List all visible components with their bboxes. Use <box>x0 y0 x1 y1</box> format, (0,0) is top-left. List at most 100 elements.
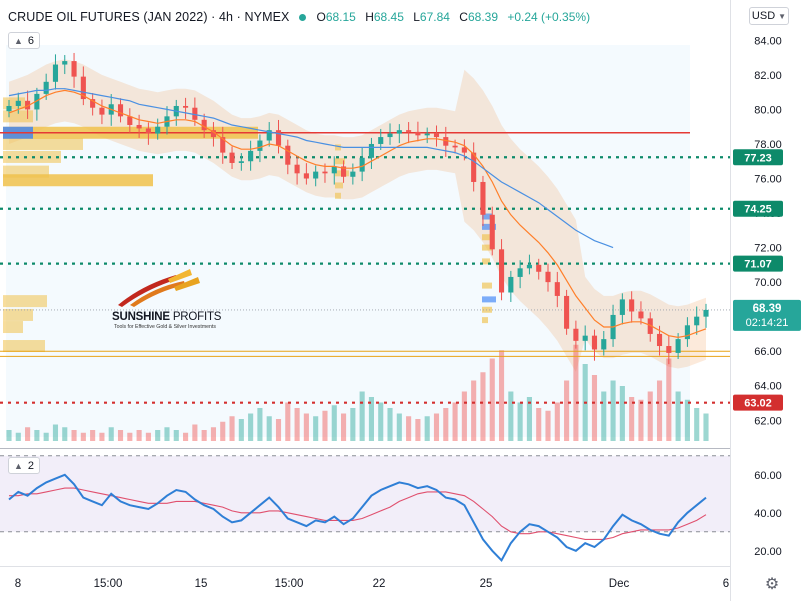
last-price-tag <box>733 299 801 331</box>
volume-bar <box>25 427 31 441</box>
market-status-dot-icon <box>299 13 307 21</box>
candle-body <box>368 143 374 158</box>
change-value: +0.24 (+0.35%) <box>507 10 591 24</box>
volume-bar <box>675 391 681 441</box>
bar-countdown-text: 02:14:21 <box>746 317 789 329</box>
level-price-text: 74.25 <box>744 204 772 216</box>
volume-bar <box>387 408 393 441</box>
volume-bar <box>508 391 514 441</box>
volume-profile-bar <box>482 258 490 265</box>
candle-body <box>201 119 207 131</box>
chevron-down-icon: ▼ <box>778 11 787 21</box>
volume-bar <box>406 416 412 441</box>
candle-body <box>545 271 551 283</box>
ohlc-values: O68.15 H68.45 L67.84 C68.39 +0.24 (+0.35… <box>316 10 596 24</box>
rsi-indicators-toggle[interactable]: ▲ 2 <box>8 457 41 474</box>
candle-body <box>248 150 254 162</box>
volume-bar <box>656 380 663 441</box>
candle-body <box>443 137 449 146</box>
candle-body <box>266 130 272 141</box>
candle-body <box>294 164 300 174</box>
volume-bar <box>210 427 217 441</box>
volume-profile-bar <box>3 340 45 353</box>
symbol-title[interactable]: CRUDE OIL FUTURES (JAN 2022) · 4h · NYME… <box>8 10 290 24</box>
candle-body <box>192 107 198 120</box>
candle-body <box>62 61 68 65</box>
candle-body <box>25 100 31 110</box>
price-indicators-toggle[interactable]: ▲ 6 <box>8 32 41 49</box>
gear-icon[interactable]: ⚙ <box>764 576 780 593</box>
volume-bar <box>266 416 272 441</box>
rsi-tick-label: 20.00 <box>754 546 782 558</box>
candle-body <box>99 107 105 115</box>
candle-body <box>703 309 709 317</box>
volume-bar <box>6 430 12 441</box>
candle-body <box>601 339 607 350</box>
volume-bar <box>285 402 291 441</box>
currency-select[interactable]: USD ▼ <box>749 7 789 25</box>
sunshine-swoosh-icon <box>118 269 200 307</box>
candle-body <box>71 61 77 77</box>
volume-bar <box>173 430 179 441</box>
candle-body <box>229 152 235 163</box>
logo-tagline: Tools for Effective Gold & Silver Invest… <box>114 324 216 330</box>
level-price-tag <box>733 394 783 411</box>
price-tick-label: 78.00 <box>754 139 782 151</box>
price-scale-border <box>730 0 731 601</box>
chevron-up-icon: ▲ <box>14 35 23 46</box>
volume-bar <box>331 405 337 441</box>
candle-body <box>6 105 12 112</box>
candle-body <box>452 145 458 148</box>
volume-bar <box>591 375 598 441</box>
volume-bar <box>15 432 21 441</box>
volume-bar <box>238 419 244 441</box>
candle-body <box>15 100 21 106</box>
low-label: L <box>413 10 420 24</box>
price-tick-label: 66.00 <box>754 346 782 358</box>
volume-bar <box>694 408 700 441</box>
price-tick-label: 64.00 <box>754 381 782 393</box>
candle-body <box>220 137 226 153</box>
volume-bar <box>136 430 142 441</box>
candle-body <box>406 130 412 132</box>
rsi-line <box>8 473 707 562</box>
price-tick-label: 72.00 <box>754 243 782 255</box>
level-price-tag <box>733 255 783 272</box>
sma-fast-line <box>8 89 707 339</box>
candle-body <box>554 282 560 296</box>
candle-body <box>350 171 356 177</box>
currency-label: USD <box>751 10 776 22</box>
volume-bar <box>461 391 467 441</box>
candle-body <box>303 173 309 179</box>
volume-profile-bar <box>482 244 492 251</box>
volume-profile-bar <box>335 192 341 199</box>
volume-bar <box>378 402 384 441</box>
volume-profile-bar <box>3 321 23 334</box>
volume-bar <box>80 432 86 441</box>
volume-bar <box>536 408 542 441</box>
candle-body <box>52 64 59 82</box>
price-tick-label: 62.00 <box>754 415 782 427</box>
rsi-indicator-count: 2 <box>27 459 35 472</box>
high-label: H <box>365 10 374 24</box>
candle-body <box>415 131 421 136</box>
candle-body <box>564 295 570 329</box>
candle-body <box>591 335 598 350</box>
candle-body <box>117 104 124 117</box>
volume-bar <box>703 413 709 441</box>
time-tick-label: 8 <box>15 578 21 590</box>
volume-bar <box>498 350 505 441</box>
price-tick-label: 82.00 <box>754 70 782 82</box>
volume-bar <box>573 344 579 441</box>
candle-body <box>684 325 690 340</box>
volume-bar <box>424 416 430 441</box>
volume-bar <box>564 380 570 441</box>
volume-bar <box>554 402 560 441</box>
time-tick-label: 15:00 <box>275 578 304 590</box>
price-tick-label: 84.00 <box>754 35 782 47</box>
candle-body <box>638 311 644 319</box>
candle-body <box>155 126 161 134</box>
volume-bar <box>601 391 607 441</box>
volume-bar <box>145 432 151 441</box>
